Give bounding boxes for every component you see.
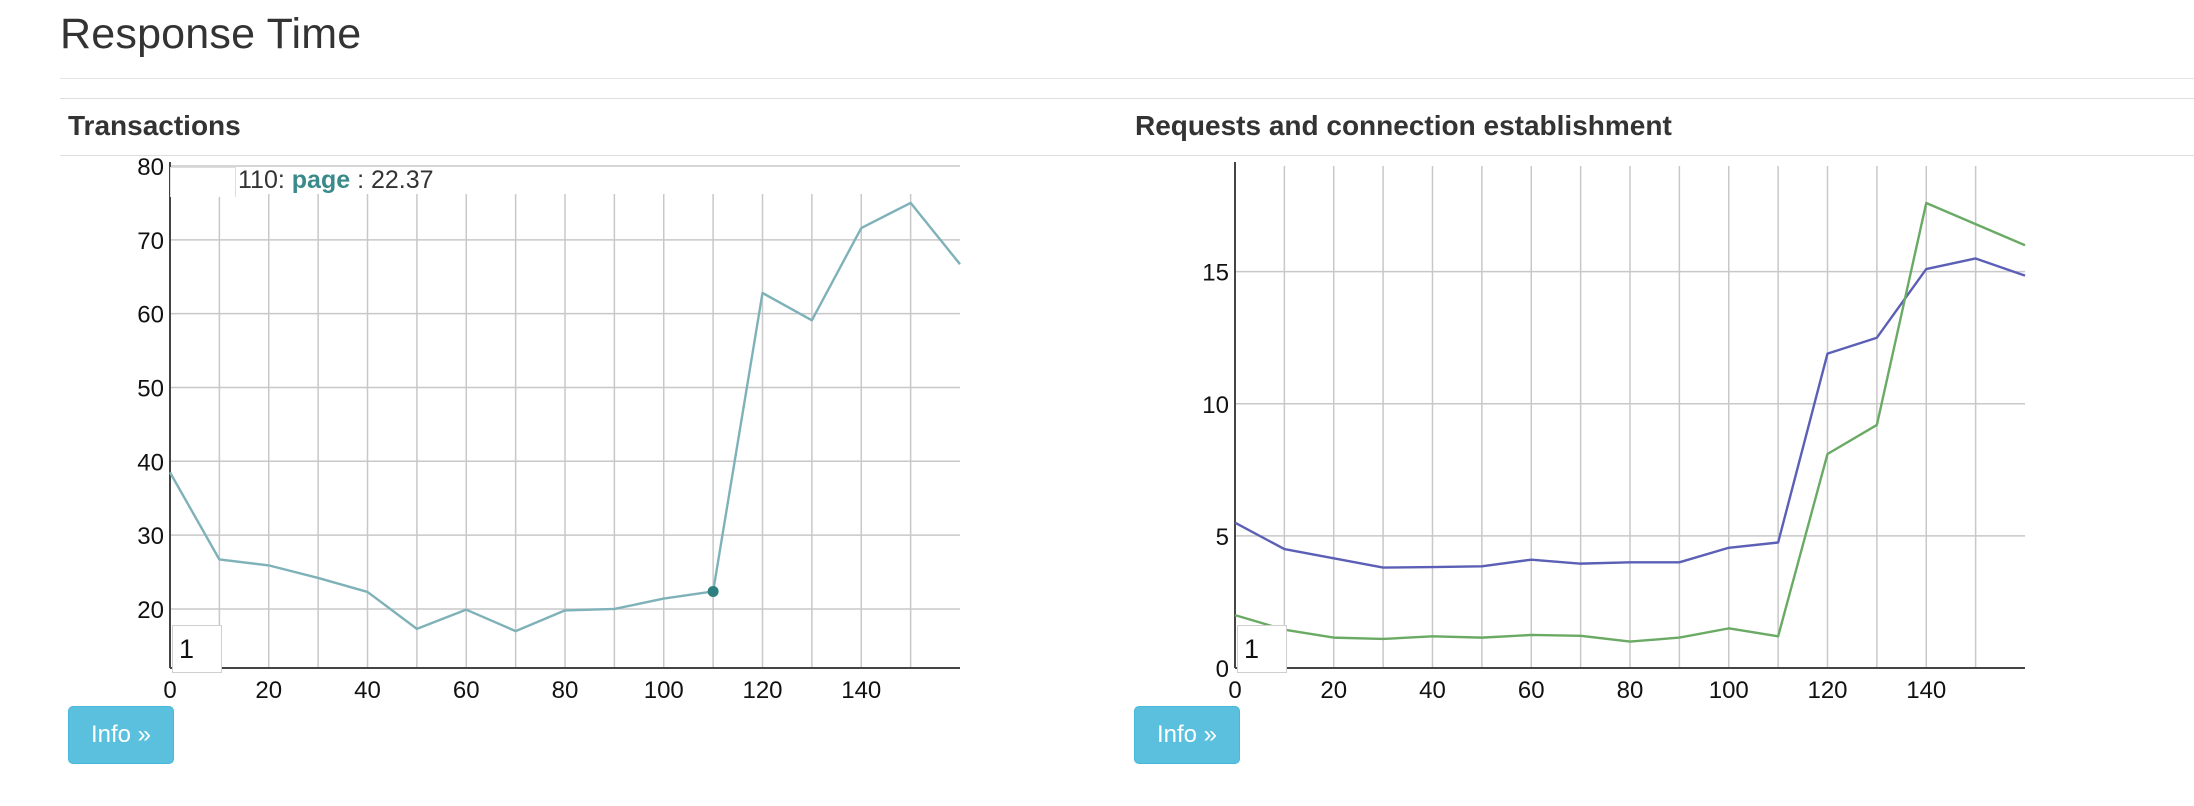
page-title: Response Time xyxy=(60,10,362,58)
grid-lines xyxy=(1235,166,2025,668)
requests-chart: 0 20 40 60 80 100 120 140 0 5 10 15 xyxy=(1160,160,2060,704)
hover-point xyxy=(707,585,719,597)
transactions-smoothing-input[interactable] xyxy=(172,625,222,673)
x-tick-label: 40 xyxy=(354,677,381,704)
x-tick-label: 80 xyxy=(1617,677,1644,704)
y-tick-label: 15 xyxy=(1202,260,1229,287)
grid-lines xyxy=(170,165,960,668)
axes xyxy=(1234,162,2025,669)
y-tick-label: 40 xyxy=(137,449,164,476)
x-tick-label: 60 xyxy=(1518,677,1545,704)
panel-title-requests: Requests and connection establishment xyxy=(1135,110,1672,141)
transactions-chart: 0 20 40 60 80 100 120 140 20 30 40 50 60 70 80 xyxy=(100,154,1000,704)
x-tick-label: 20 xyxy=(255,677,282,704)
x-tick-label: 120 xyxy=(742,677,782,704)
panel-title-transactions: Transactions xyxy=(68,110,241,141)
transactions-info-button[interactable]: Info » xyxy=(68,706,174,764)
axes xyxy=(169,162,960,669)
x-tick-label: 40 xyxy=(1419,677,1446,704)
series-line-1 xyxy=(168,201,961,633)
x-tick-label: 60 xyxy=(453,677,480,704)
hover-value: : 22.37 xyxy=(357,166,434,194)
x-tick-label: 140 xyxy=(1906,677,1946,704)
hover-series-name: page xyxy=(291,166,351,194)
y-tick-label: 30 xyxy=(137,523,164,550)
y-tick-label: 5 xyxy=(1216,524,1229,551)
transactions-chart-svg: 0 20 40 60 80 100 120 140 20 30 40 50 60 70 80 xyxy=(137,154,961,704)
y-tick-label: 0 xyxy=(1216,656,1229,683)
y-tick-label: 10 xyxy=(1202,392,1229,419)
y-tick-label: 50 xyxy=(137,375,164,402)
x-tick-label: 0 xyxy=(1228,677,1241,704)
transactions-legend-box xyxy=(170,167,236,197)
series-line-2 xyxy=(1234,201,2026,643)
panel-header-divider xyxy=(60,155,2194,156)
x-tick-label: 20 xyxy=(1320,677,1347,704)
hover-readout: 110: page : 22.37 xyxy=(238,166,434,195)
x-tick-label: 100 xyxy=(644,677,684,704)
x-tick-label: 140 xyxy=(841,677,881,704)
x-tick-label: 80 xyxy=(552,677,579,704)
x-tick-label: 100 xyxy=(1709,677,1749,704)
hover-x-label: 110: xyxy=(238,166,285,194)
x-tick-label: 0 xyxy=(163,677,176,704)
series-line-1 xyxy=(1234,257,2026,569)
section-divider xyxy=(60,98,2194,99)
y-tick-label: 60 xyxy=(137,302,164,329)
requests-info-button[interactable]: Info » xyxy=(1134,706,1240,764)
requests-chart-svg: 0 20 40 60 80 100 120 140 0 5 10 15 xyxy=(1202,162,2026,704)
y-tick-label: 70 xyxy=(137,228,164,255)
y-tick-label: 80 xyxy=(137,154,164,181)
x-tick-label: 120 xyxy=(1807,677,1847,704)
y-tick-label: 20 xyxy=(137,597,164,624)
requests-smoothing-input[interactable] xyxy=(1237,625,1287,673)
title-divider xyxy=(60,78,2194,79)
